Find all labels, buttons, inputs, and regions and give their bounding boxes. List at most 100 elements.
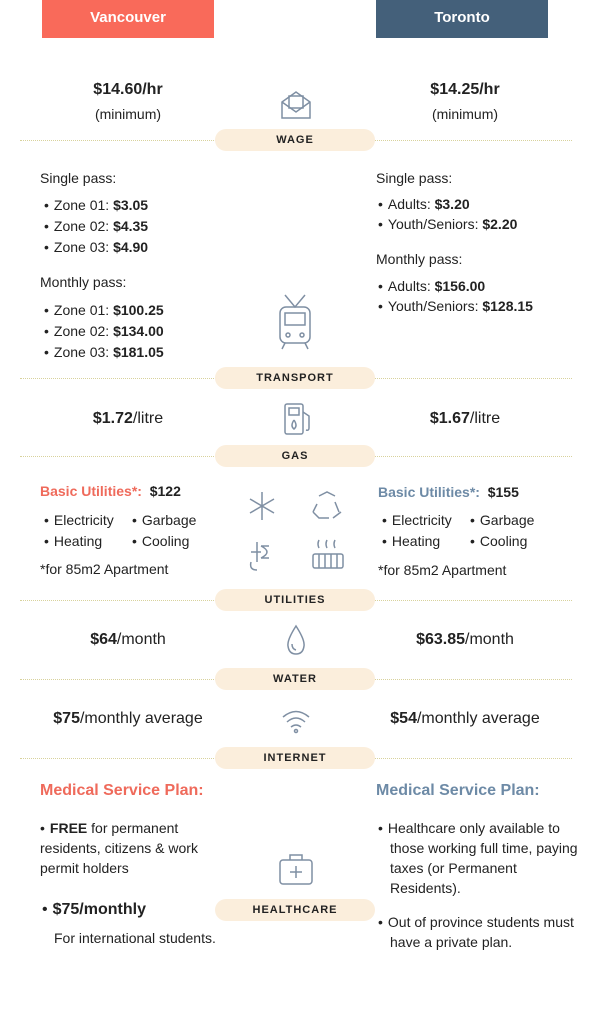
element: $14.25/hr — [365, 80, 565, 100]
text: /monthly average — [416, 710, 540, 727]
text: Medical Service Plan: — [40, 782, 204, 799]
bullet — [44, 344, 54, 360]
text: Cooling — [479, 533, 528, 549]
element: $1.67/litre — [365, 409, 565, 429]
text: FREE — [49, 820, 88, 836]
tram-icon — [279, 294, 311, 350]
bullet — [132, 512, 142, 528]
text: Youth/Seniors: — [387, 216, 479, 232]
text: Zone 01: — [53, 197, 110, 213]
text: Monthly pass: — [376, 251, 463, 267]
text: TRANSPORT — [215, 367, 375, 389]
text: Adults: — [387, 278, 431, 294]
city-tab: Vancouver — [42, 0, 214, 38]
element: $75/monthly average — [28, 709, 228, 729]
bullet — [44, 533, 54, 549]
utility-icons — [249, 491, 344, 571]
text: (minimum) — [431, 106, 499, 122]
text: HEALTHCARE — [215, 899, 375, 921]
element — [299, 332, 305, 338]
element: Zone 03: $4.90 — [44, 237, 148, 257]
text: $3.05 — [113, 197, 149, 213]
element: Healthcare only available to those worki… — [378, 818, 580, 898]
text: /monthly average — [79, 710, 203, 727]
element: Basic Utilities*: $155 — [378, 482, 519, 502]
element — [284, 312, 306, 326]
element — [249, 542, 269, 571]
text: Cooling — [141, 533, 190, 549]
element: Medical Service Plan: — [376, 781, 540, 801]
text: Basic Utilities*: — [40, 483, 142, 499]
gas-icon — [284, 403, 310, 435]
text: /month — [465, 631, 514, 648]
element: Zone 02: $4.35 — [44, 216, 148, 236]
text: for permanent residents, citizens & work… — [40, 820, 198, 876]
element: Heating — [382, 531, 440, 551]
wifi-icon — [282, 710, 310, 734]
text: $1.67 — [429, 410, 470, 427]
bullet — [44, 239, 54, 255]
bullet — [378, 196, 388, 212]
text: $1.72 — [92, 410, 133, 427]
bullet — [382, 512, 392, 528]
element — [279, 306, 311, 344]
bullet — [382, 533, 392, 549]
text: $100.25 — [113, 302, 164, 318]
text: UTILITIES — [215, 589, 375, 611]
element — [293, 728, 299, 734]
text: $75 — [53, 710, 80, 727]
text: $14.60/hr — [93, 81, 163, 98]
bullet — [44, 197, 54, 213]
element — [281, 91, 311, 119]
element: $75/monthly — [42, 900, 146, 920]
element — [288, 407, 300, 416]
text: WATER — [215, 668, 375, 690]
text: $14.25/hr — [430, 81, 500, 98]
bullet — [44, 323, 54, 339]
element — [284, 403, 304, 435]
text: $4.90 — [113, 239, 149, 255]
text: Monthly pass: — [40, 274, 127, 290]
bullet — [470, 512, 480, 528]
text: Zone 03: — [53, 239, 110, 255]
text: $155 — [487, 484, 519, 500]
element: Electricity — [44, 510, 114, 530]
city-tab: Toronto — [376, 0, 548, 38]
bullet — [132, 533, 142, 549]
element: Zone 01: $100.25 — [44, 300, 164, 320]
element — [317, 539, 338, 568]
bullet — [378, 278, 388, 294]
text: Basic Utilities*: — [378, 484, 480, 500]
element: FREE for permanent residents, citizens &… — [40, 818, 240, 878]
element: Youth/Seniors: $2.20 — [378, 214, 517, 234]
element — [284, 294, 306, 309]
text: $4.35 — [113, 218, 149, 234]
element — [312, 491, 342, 519]
element: Cooling — [132, 531, 189, 551]
bullet — [44, 302, 54, 318]
element: Zone 02: $134.00 — [44, 321, 164, 341]
text: $63.85 — [416, 631, 465, 648]
text: *for 85m2 Apartment — [40, 561, 169, 577]
text: $75/monthly — [52, 901, 146, 918]
text: INTERNET — [215, 747, 375, 769]
text: Zone 01: — [53, 302, 110, 318]
element: Youth/Seniors: $128.15 — [378, 296, 533, 316]
bullet — [470, 533, 480, 549]
text: Garbage — [141, 512, 197, 528]
medkit-icon — [279, 854, 313, 885]
text: /litre — [469, 410, 501, 427]
element: Basic Utilities*: $122 — [40, 481, 181, 501]
element: $63.85/month — [365, 630, 565, 650]
text: $181.05 — [113, 344, 164, 360]
bullet — [378, 914, 388, 930]
element: Adults: $156.00 — [378, 276, 485, 296]
text: $3.20 — [434, 196, 470, 212]
text: Heating — [53, 533, 103, 549]
text: Zone 02: — [53, 218, 110, 234]
text: Zone 02: — [53, 323, 110, 339]
text: Heating — [391, 533, 441, 549]
text: Electricity — [391, 512, 452, 528]
text: Adults: — [387, 196, 431, 212]
